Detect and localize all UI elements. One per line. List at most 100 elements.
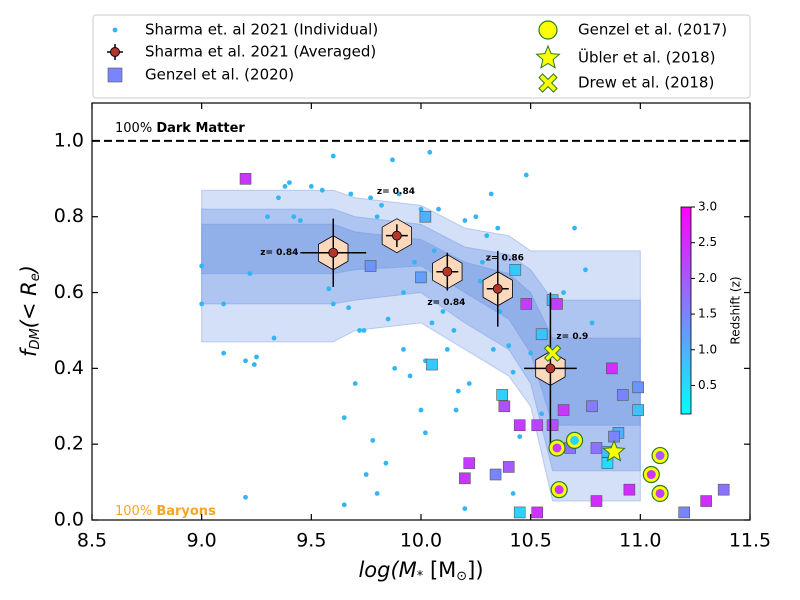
point xyxy=(444,347,450,352)
square xyxy=(601,457,614,469)
point xyxy=(341,415,347,421)
x-tick-label: 10.0 xyxy=(400,530,442,552)
x-tick-label: 9.0 xyxy=(187,530,217,552)
point xyxy=(453,407,459,413)
x-axis-label: log(M* [M⊙]) xyxy=(358,558,483,584)
legend-marker xyxy=(535,44,561,69)
point xyxy=(473,214,479,220)
colorbar-tick-label: 1.0 xyxy=(698,342,717,356)
point xyxy=(510,369,516,375)
circle-core xyxy=(554,485,564,495)
point xyxy=(497,309,503,314)
y-tick-label: 0.2 xyxy=(54,433,84,455)
band xyxy=(201,208,641,472)
point xyxy=(462,506,468,512)
annotation: 100% Baryons xyxy=(115,504,216,519)
point xyxy=(401,290,406,295)
square xyxy=(551,298,563,310)
annotation-bold: Dark Matter xyxy=(156,121,245,136)
legend-marker xyxy=(107,67,123,83)
z-label: z= 0.84 xyxy=(427,298,465,308)
point xyxy=(506,343,512,349)
square xyxy=(606,362,618,375)
point xyxy=(379,202,384,208)
point xyxy=(545,363,556,374)
point xyxy=(330,301,336,307)
colorbar-label: Redshift (z) xyxy=(729,276,743,344)
annotation-bold: Baryons xyxy=(156,504,216,519)
square xyxy=(520,298,533,310)
point xyxy=(383,460,389,466)
point xyxy=(407,373,413,379)
legend-label: Sharma et al. 2021 (Averaged) xyxy=(145,43,376,61)
plot-area: 100% Dark Matter 100% Baryons z= 0.84 z= 0.… xyxy=(92,121,750,519)
square xyxy=(513,419,526,432)
point xyxy=(431,248,437,254)
square xyxy=(535,328,548,341)
point xyxy=(243,358,248,364)
square xyxy=(616,389,629,401)
point xyxy=(361,328,367,333)
x-tick-label: 10.5 xyxy=(510,530,552,552)
point xyxy=(282,184,288,189)
point xyxy=(455,388,461,394)
point xyxy=(326,286,332,292)
point xyxy=(429,320,435,326)
square xyxy=(489,468,502,481)
point xyxy=(451,328,457,333)
square xyxy=(513,506,526,519)
square xyxy=(531,419,544,432)
x-marker xyxy=(543,344,562,362)
colorbar-tick-label: 2.5 xyxy=(698,235,717,249)
colorbar xyxy=(680,206,692,415)
circle-core xyxy=(646,470,656,480)
square xyxy=(459,472,471,485)
point xyxy=(319,187,325,193)
point xyxy=(346,305,352,311)
point xyxy=(297,218,303,223)
colorbar-tick-label: 0.5 xyxy=(698,378,717,392)
square xyxy=(590,442,603,454)
square xyxy=(496,389,508,401)
point xyxy=(247,271,253,276)
point xyxy=(412,259,417,265)
y-tick-label: 0.6 xyxy=(54,281,84,303)
legend-box xyxy=(92,14,751,99)
legend-marker xyxy=(112,27,118,33)
point xyxy=(368,195,373,201)
x-tick-label: 11.0 xyxy=(619,530,661,552)
square xyxy=(426,358,438,371)
z-label: z= 0.84 xyxy=(260,248,298,258)
point xyxy=(265,214,270,220)
point xyxy=(583,267,588,273)
point xyxy=(477,278,483,284)
circle-core xyxy=(655,488,665,498)
legend-marker xyxy=(110,47,120,57)
y-tick-label: 0.4 xyxy=(54,357,84,379)
circle-core xyxy=(570,435,580,445)
point xyxy=(251,362,257,367)
square xyxy=(419,210,432,223)
point xyxy=(490,347,496,352)
point xyxy=(243,494,248,500)
point xyxy=(561,290,566,295)
square xyxy=(623,483,636,496)
annotation: 100% Dark Matter xyxy=(115,121,245,136)
point xyxy=(287,180,292,186)
square xyxy=(498,400,511,413)
square xyxy=(502,461,515,473)
point xyxy=(357,328,362,333)
square xyxy=(590,495,603,507)
point xyxy=(495,225,501,231)
point xyxy=(539,411,545,417)
square xyxy=(632,381,644,394)
point xyxy=(396,191,402,197)
colorbar-tick-label: 2.0 xyxy=(698,271,717,285)
point xyxy=(374,491,380,496)
y-tick-label: 0.0 xyxy=(54,509,84,531)
z-label: z= 0.9 xyxy=(556,332,588,342)
point xyxy=(418,206,424,212)
square xyxy=(415,271,427,284)
point xyxy=(348,191,354,197)
